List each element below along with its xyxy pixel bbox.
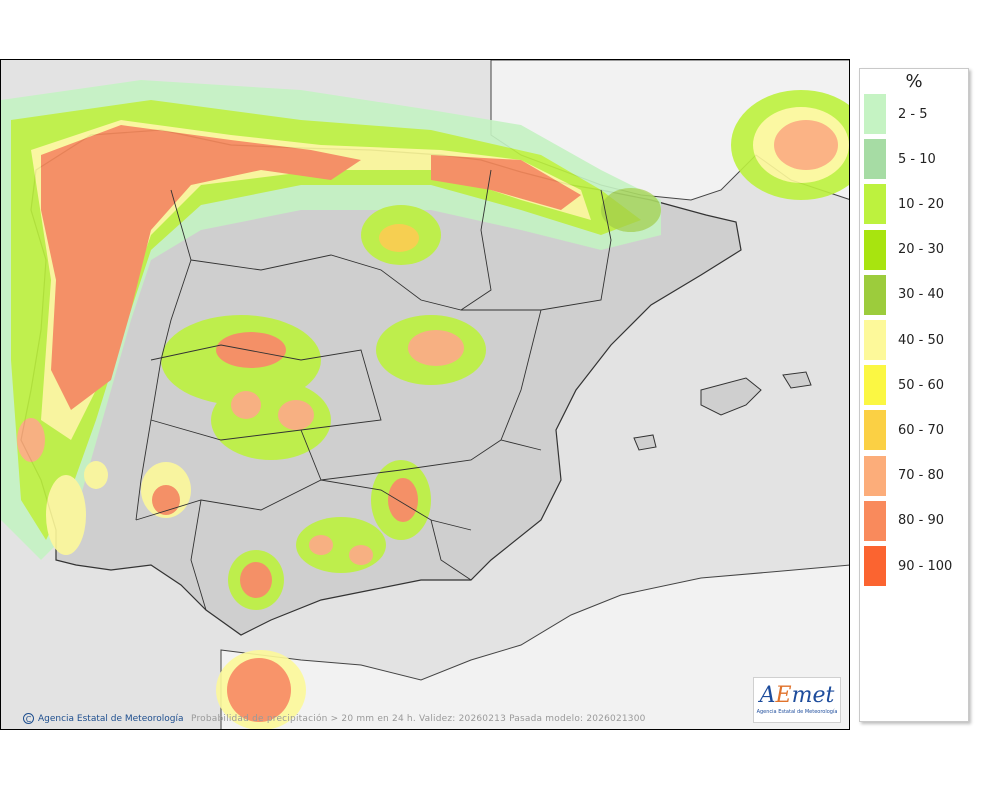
legend-label: 90 - 100 [898,558,953,574]
copyright-icon: C [23,713,34,724]
legend-swatch [864,274,886,315]
legend-label: 30 - 40 [898,287,945,303]
map-canvas [1,60,849,729]
legend-item: 80 - 90 [864,500,968,541]
legend-swatch [864,365,886,406]
agency-credit-text: Agencia Estatal de Meteorología [38,713,184,724]
legend-swatch [864,229,886,270]
probability-map: C Agencia Estatal de Meteorología Probab… [0,59,850,730]
aemet-logo: AEmet Agencia Estatal de Meteorología [753,677,841,723]
legend-label: 5 - 10 [898,151,936,167]
legend-item: 5 - 10 [864,139,968,180]
legend-swatch [864,410,886,451]
region-borders [135,169,612,611]
legend-label: 10 - 20 [898,196,945,212]
legend-label: 40 - 50 [898,332,945,348]
ibiza-island [633,434,657,451]
legend-label: 80 - 90 [898,513,945,529]
legend-swatch [864,320,886,360]
legend-item: 30 - 40 [864,274,968,315]
menorca-island [782,371,812,389]
africa-land [220,564,849,729]
legend-item: 60 - 70 [864,410,968,451]
legend-swatch [864,139,886,180]
legend-item: 10 - 20 [864,184,968,225]
legend-label: 20 - 30 [898,242,945,258]
legend-item: 90 - 100 [864,546,968,586]
legend-item: 2 - 5 [864,94,968,134]
legend-label: 70 - 80 [898,468,945,484]
legend-panel: % 2 - 5 5 - 10 10 - 20 20 - 30 30 - 40 40 - 5… [859,68,969,722]
probability-field [1,80,849,729]
legend-item: 40 - 50 [864,320,968,360]
legend-unit: % [905,71,923,92]
map-caption: Probabilidad de precipitación > 20 mm en… [191,714,646,724]
legend-label: 2 - 5 [898,106,928,122]
legend-swatch [864,94,886,134]
legend-label: 60 - 70 [898,422,945,438]
legend-item: 50 - 60 [864,365,968,406]
mallorca-island [700,377,762,416]
legend-item: 20 - 30 [864,229,968,270]
legend-swatch [864,546,886,586]
legend-item: 70 - 80 [864,455,968,496]
legend-swatch [864,184,886,225]
legend-swatch [864,455,886,496]
legend-label: 50 - 60 [898,377,945,393]
legend-swatch [864,500,886,541]
agency-credit: C Agencia Estatal de Meteorología [23,713,184,724]
